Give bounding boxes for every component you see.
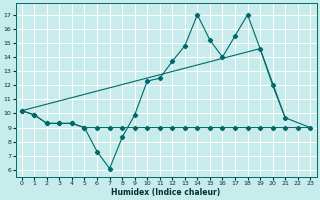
X-axis label: Humidex (Indice chaleur): Humidex (Indice chaleur): [111, 188, 221, 197]
